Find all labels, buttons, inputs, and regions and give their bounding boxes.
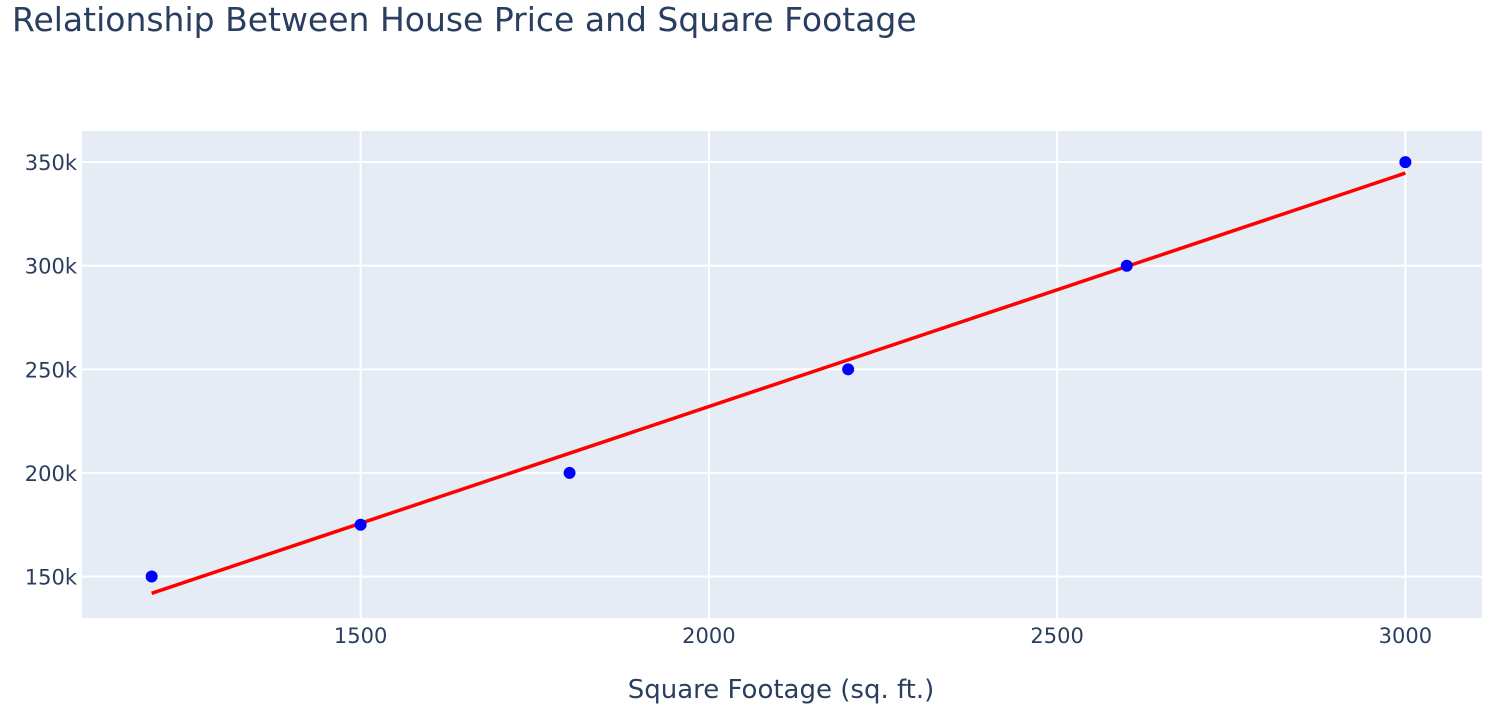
y-tick-label: 200k [25,462,78,486]
data-point [145,570,158,583]
x-tick-label: 3000 [1379,624,1432,648]
data-point [1120,259,1133,272]
x-gridlines [359,131,1407,618]
y-tick-label: 150k [25,566,78,590]
y-tick-label: 250k [25,358,78,382]
points-layer [145,156,1412,583]
x-axis-ticks: 1500 2000 2500 3000 [334,624,1432,648]
y-tick-label: 350k [25,151,78,175]
x-tick-label: 1500 [334,624,387,648]
y-axis-ticks: 150k 200k 250k 300k 350k [25,151,78,589]
x-tick-label: 2500 [1030,624,1083,648]
y-tick-label: 300k [25,255,78,279]
chart-title: Relationship Between House Price and Squ… [12,0,917,39]
data-point [563,466,576,479]
y-gridlines [82,161,1482,578]
x-axis-title: Square Footage (sq. ft.) [628,675,935,705]
data-point [1399,156,1412,169]
x-tick-label: 2000 [682,624,735,648]
data-point [354,518,367,531]
data-point [842,363,855,376]
